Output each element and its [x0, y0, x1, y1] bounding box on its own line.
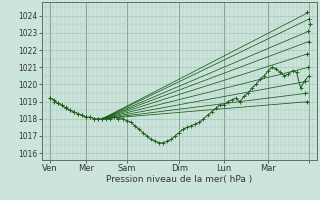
X-axis label: Pression niveau de la mer( hPa ): Pression niveau de la mer( hPa )	[106, 175, 252, 184]
